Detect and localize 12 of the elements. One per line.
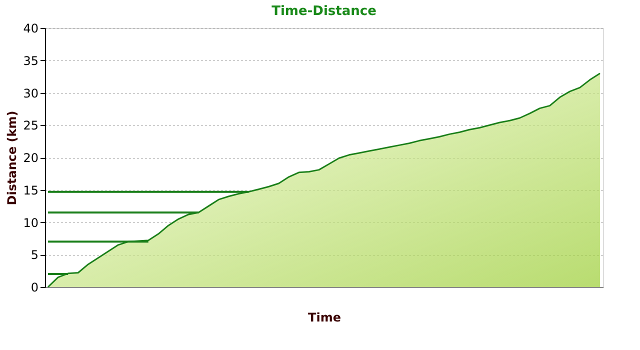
chart-title: Time-Distance bbox=[272, 4, 377, 19]
y-tick-label: 10 bbox=[23, 216, 38, 230]
y-axis-title: Distance (km) bbox=[5, 110, 20, 206]
y-tick-label: 20 bbox=[23, 151, 38, 165]
y-tick-label: 15 bbox=[23, 183, 38, 198]
y-tick-label: 0 bbox=[30, 280, 38, 294]
y-tick-label: 35 bbox=[23, 54, 38, 68]
y-tick-label: 30 bbox=[23, 86, 38, 100]
x-axis-title: Time bbox=[308, 310, 341, 324]
y-tick-label: 25 bbox=[23, 118, 38, 133]
y-tick-label: 5 bbox=[30, 248, 38, 262]
y-tick-label: 40 bbox=[23, 22, 38, 36]
